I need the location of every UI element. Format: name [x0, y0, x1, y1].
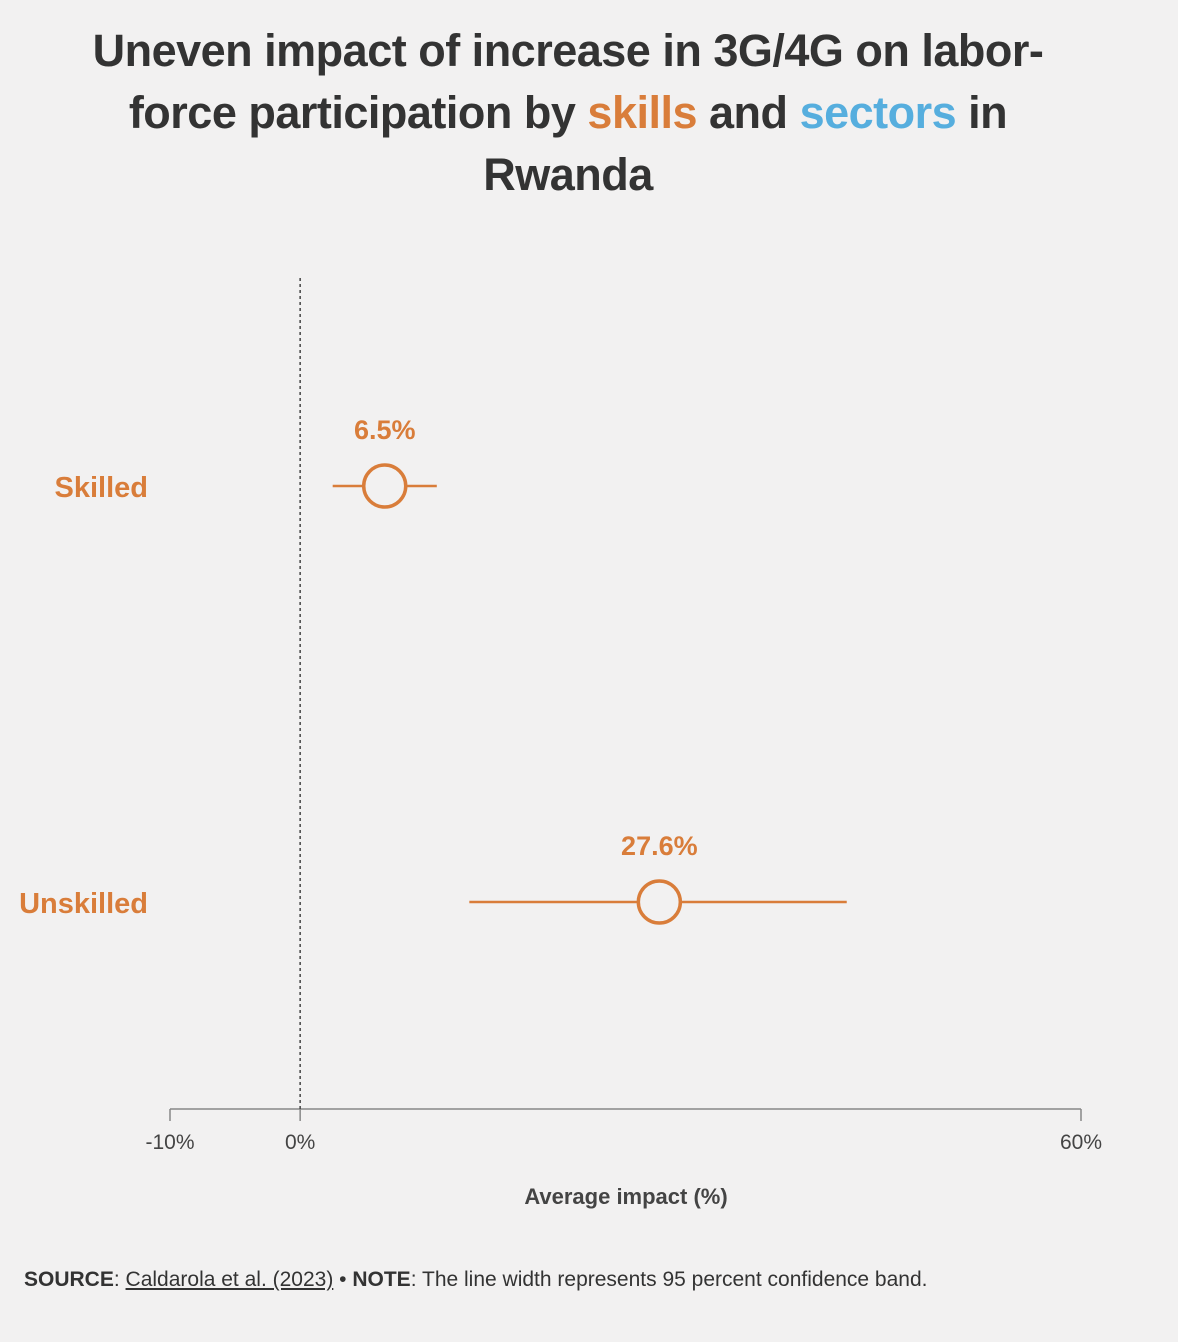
- category-label-unskilled: Unskilled: [19, 888, 148, 920]
- note-label: NOTE: [352, 1268, 411, 1291]
- value-label-unskilled: 27.6%: [621, 831, 698, 861]
- title-skills-keyword: skills: [587, 87, 698, 138]
- title-part2: in Rwanda: [483, 87, 1008, 200]
- source-label: SOURCE: [24, 1268, 114, 1291]
- footer: SOURCE: Caldarola et al. (2023) • NOTE: …: [24, 1268, 928, 1291]
- title-and: and: [709, 87, 788, 138]
- x-axis-title: Average impact (%): [524, 1184, 727, 1209]
- point-unskilled: [636, 879, 683, 925]
- x-tick-label: 0%: [285, 1131, 315, 1154]
- title-part1: Uneven impact of increase in 3G/4G on la…: [92, 25, 1044, 138]
- title-sectors-keyword: sectors: [799, 87, 957, 138]
- point-skilled: [361, 463, 408, 509]
- note-text: The line width represents 95 percent con…: [422, 1268, 928, 1291]
- category-label-skilled: Skilled: [55, 472, 149, 504]
- chart-title: Uneven impact of increase in 3G/4G on la…: [40, 20, 1096, 206]
- source-link[interactable]: Caldarola et al. (2023): [125, 1268, 334, 1291]
- x-tick-label: -10%: [145, 1131, 194, 1154]
- footer-separator: •: [333, 1268, 353, 1291]
- value-label-skilled: 6.5%: [354, 415, 416, 445]
- x-tick-label: 60%: [1060, 1131, 1102, 1154]
